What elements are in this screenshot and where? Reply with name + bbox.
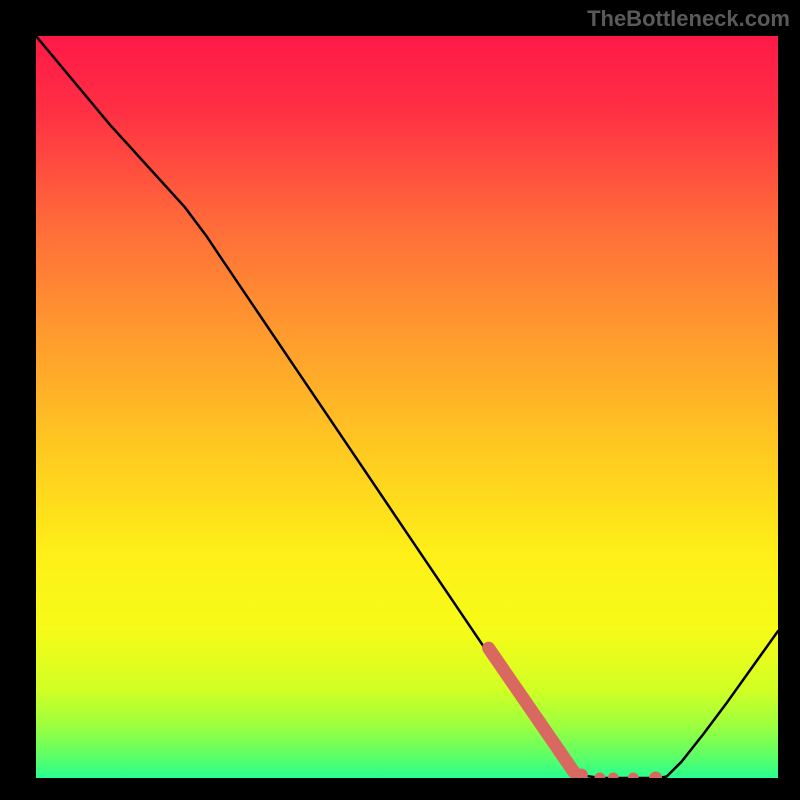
highlight-dot	[608, 773, 619, 779]
highlight-dot	[649, 772, 662, 779]
highlight-dot	[594, 773, 605, 779]
highlight-dot	[628, 773, 639, 779]
plot-area	[36, 36, 778, 778]
bottleneck-curve	[36, 36, 778, 778]
watermark-text: TheBottleneck.com	[587, 6, 790, 32]
plot-overlay-svg	[36, 36, 778, 778]
highlight-segment	[489, 648, 574, 772]
highlight-group	[489, 648, 662, 778]
chart-root: TheBottleneck.com	[0, 0, 800, 800]
